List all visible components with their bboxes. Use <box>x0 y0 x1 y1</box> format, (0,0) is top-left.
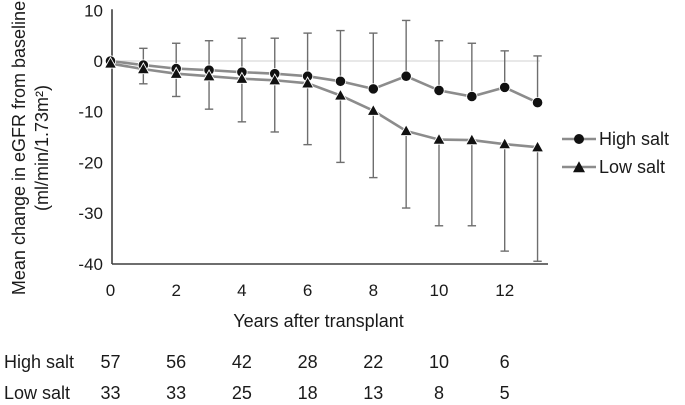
data-point-triangle <box>366 103 381 116</box>
legend-label-high-salt: High salt <box>599 128 670 149</box>
data-point-triangle <box>333 88 348 101</box>
legend: High salt Low salt <box>562 125 669 181</box>
y-tick-label: 0 <box>94 52 103 71</box>
data-point-triangle <box>300 76 315 89</box>
x-tick-label: 2 <box>171 281 180 300</box>
y-axis-title-line2: (ml/min/1.73m²) <box>32 85 52 212</box>
data-point-triangle <box>530 140 545 153</box>
data-point-triangle <box>465 132 479 146</box>
data-point-circle <box>400 70 412 82</box>
x-tick-label: 0 <box>106 281 115 300</box>
y-tick-label: -20 <box>78 153 103 172</box>
data-point-circle <box>499 81 511 93</box>
triangle-marker-icon <box>562 161 596 173</box>
data-point-circle <box>334 75 347 87</box>
y-tick-label: -40 <box>78 255 103 274</box>
data-point-circle <box>433 84 445 97</box>
legend-label-low-salt: Low salt <box>599 156 666 177</box>
legend-item-high-salt: High salt <box>562 125 669 153</box>
data-point-circle <box>466 90 478 103</box>
y-axis-title-line1: Mean change in eGFR from baseline <box>9 0 29 296</box>
series-line-low-salt <box>110 62 538 149</box>
legend-item-low-salt: Low salt <box>562 153 669 181</box>
data-point-circle <box>531 96 544 109</box>
data-point-triangle <box>103 56 118 69</box>
data-point-triangle <box>432 132 446 145</box>
y-tick-label: -10 <box>78 103 103 122</box>
x-axis-title: Years after transplant <box>233 311 404 331</box>
data-point-triangle <box>399 123 413 137</box>
y-axis-title: Mean change in eGFR from baseline (ml/mi… <box>8 0 54 298</box>
data-point-triangle <box>136 61 151 75</box>
x-tick-label: 6 <box>303 281 312 300</box>
data-point-triangle <box>202 69 216 82</box>
data-point-triangle <box>267 73 282 86</box>
x-tick-label: 8 <box>369 281 378 300</box>
x-tick-label: 10 <box>430 281 449 300</box>
x-tick-label: 12 <box>495 281 514 300</box>
data-point-triangle <box>169 66 183 79</box>
y-tick-label: -30 <box>78 204 103 223</box>
data-point-triangle <box>497 137 512 150</box>
data-point-triangle <box>235 71 249 84</box>
y-tick-label: 10 <box>84 1 103 20</box>
x-tick-label: 4 <box>237 281 246 300</box>
data-point-circle <box>367 83 379 95</box>
circle-marker-icon <box>562 134 596 144</box>
